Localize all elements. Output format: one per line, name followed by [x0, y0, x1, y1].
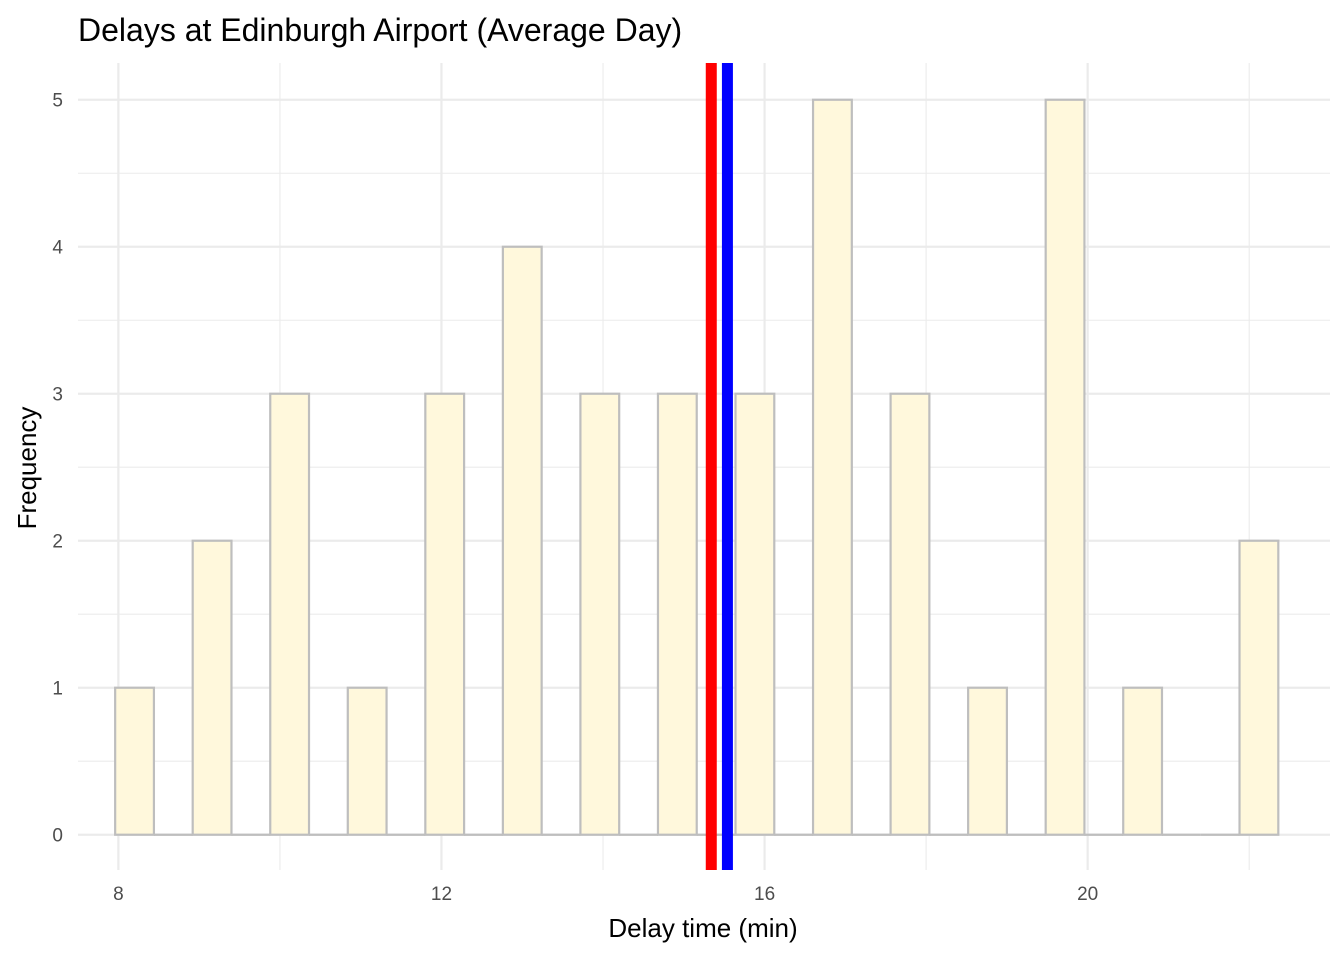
y-axis-title: Frequency [12, 407, 42, 530]
reference-lines [705, 63, 733, 870]
histogram-bar [191, 539, 233, 836]
x-tick-label: 12 [431, 884, 452, 905]
bars [114, 98, 1280, 836]
x-tick-label: 20 [1077, 884, 1098, 905]
histogram-bar [346, 686, 388, 836]
x-tick-label: 8 [113, 884, 124, 905]
histogram-bar [967, 686, 1009, 836]
histogram-bar [734, 392, 776, 836]
histogram-bar [889, 392, 931, 836]
x-axis-title: Delay time (min) [608, 913, 797, 943]
x-tick-label: 16 [754, 884, 775, 905]
y-tick-label: 4 [52, 238, 63, 259]
histogram-bar [269, 392, 311, 836]
histogram-bar [1044, 98, 1086, 836]
y-tick-label: 2 [52, 532, 63, 553]
chart-title: Delays at Edinburgh Airport (Average Day… [78, 12, 682, 48]
histogram-bar [811, 98, 853, 836]
y-tick-label: 1 [52, 679, 63, 700]
histogram-bar [656, 392, 698, 836]
y-tick-label: 3 [52, 385, 63, 406]
histogram-bar [424, 392, 466, 836]
histogram-bar [1122, 686, 1164, 836]
histogram-bar [579, 392, 621, 836]
y-tick-label: 0 [52, 826, 63, 847]
y-tick-label: 5 [52, 91, 63, 112]
histogram-bar [1238, 539, 1280, 836]
histogram-bar [501, 245, 543, 836]
histogram-bar [114, 686, 156, 836]
